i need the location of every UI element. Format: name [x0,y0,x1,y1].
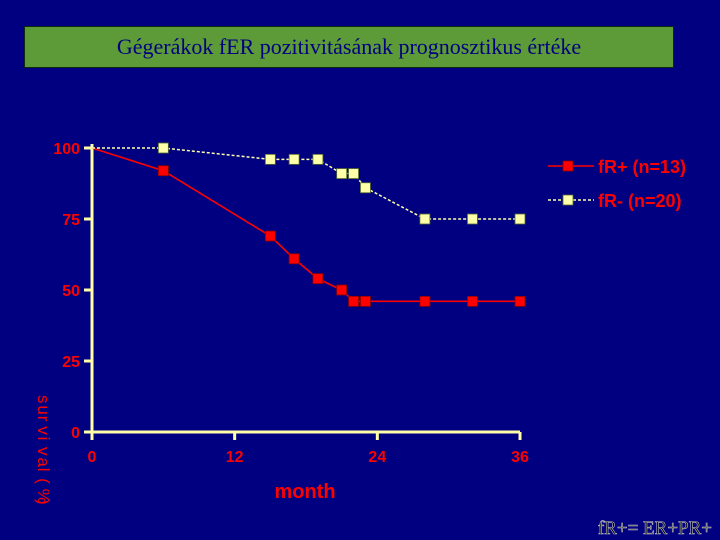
chart-ticks: 0 25 50 75 100 0 12 24 36 [53,141,529,466]
legend-label-1: fR- (n=20) [598,191,682,211]
series-point-0 [419,295,431,307]
y-tick-label: 75 [62,212,80,229]
series-point-1 [514,213,526,225]
series-line-0 [91,147,520,303]
series-point-1 [419,213,431,225]
x-axis-label: month [274,481,335,503]
series-point-0 [288,253,300,265]
series-line-1 [92,147,520,220]
series-point-0 [264,230,276,242]
legend-label-0: fR+ (n=13) [598,157,686,177]
series-point-0 [336,284,348,296]
series-point-0 [467,295,478,307]
series-point-1 [348,168,359,179]
page-title: Gégerákok fER pozitivitásának prognoszti… [116,34,582,59]
series-point-1 [312,153,324,165]
series-point-0 [312,273,324,285]
y-tick-label: 50 [62,283,80,300]
footnote: fR+= ER+PR+ [597,518,713,540]
x-tick-label: 36 [511,449,529,466]
series-point-1 [264,153,276,165]
chart-legend: fR+ (n=13) fR- (n=20) [548,157,686,211]
series-point-1 [360,182,371,194]
x-tick-label: 24 [368,449,386,466]
series-point-1 [157,142,169,154]
y-tick-label: 0 [71,425,80,442]
series-point-1 [336,168,348,179]
chart-axes [90,144,520,434]
x-tick-label: 12 [226,449,244,466]
series-point-1 [288,153,300,165]
x-tick-label: 0 [88,449,97,466]
y-axis-label: survival(%) [34,395,53,505]
series-point-1 [467,213,478,225]
title-box: Gégerákok fER pozitivitásának prognoszti… [24,26,674,68]
y-tick-label: 25 [62,354,80,371]
legend-marker-0 [562,160,574,172]
series-point-0 [157,165,169,177]
chart-series [91,142,526,307]
y-tick-label: 100 [53,141,80,158]
series-point-0 [348,295,359,307]
legend-marker-1 [562,194,574,206]
series-point-0 [514,295,526,307]
series-point-0 [360,295,371,307]
